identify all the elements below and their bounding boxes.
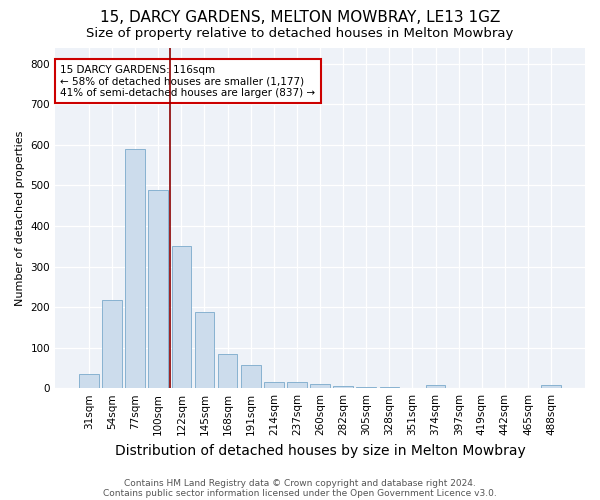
Y-axis label: Number of detached properties: Number of detached properties bbox=[15, 130, 25, 306]
Bar bbox=[334, 386, 353, 388]
Text: Size of property relative to detached houses in Melton Mowbray: Size of property relative to detached ho… bbox=[86, 28, 514, 40]
Bar bbox=[172, 246, 191, 388]
Text: 15 DARCY GARDENS: 116sqm
← 58% of detached houses are smaller (1,177)
41% of sem: 15 DARCY GARDENS: 116sqm ← 58% of detach… bbox=[61, 64, 316, 98]
Bar bbox=[426, 385, 445, 388]
Bar bbox=[310, 384, 330, 388]
Bar bbox=[264, 382, 284, 388]
Text: Contains HM Land Registry data © Crown copyright and database right 2024.: Contains HM Land Registry data © Crown c… bbox=[124, 478, 476, 488]
Bar bbox=[79, 374, 99, 388]
Bar bbox=[125, 149, 145, 388]
Bar bbox=[287, 382, 307, 388]
Text: Contains public sector information licensed under the Open Government Licence v3: Contains public sector information licen… bbox=[103, 488, 497, 498]
Bar bbox=[241, 365, 260, 388]
Bar bbox=[356, 387, 376, 388]
X-axis label: Distribution of detached houses by size in Melton Mowbray: Distribution of detached houses by size … bbox=[115, 444, 526, 458]
Bar bbox=[218, 354, 238, 388]
Bar bbox=[148, 190, 168, 388]
Bar bbox=[102, 300, 122, 388]
Text: 15, DARCY GARDENS, MELTON MOWBRAY, LE13 1GZ: 15, DARCY GARDENS, MELTON MOWBRAY, LE13 … bbox=[100, 10, 500, 25]
Bar bbox=[194, 312, 214, 388]
Bar bbox=[541, 385, 561, 388]
